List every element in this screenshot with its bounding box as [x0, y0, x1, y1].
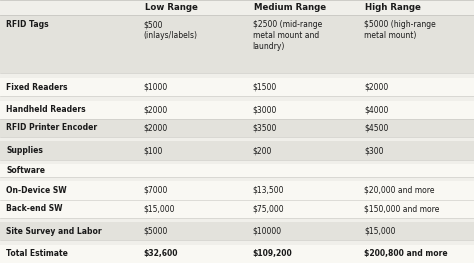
Text: $300: $300: [364, 146, 383, 155]
Text: $15,000: $15,000: [364, 227, 395, 236]
Text: $100: $100: [144, 146, 163, 155]
Text: Software: Software: [6, 166, 45, 175]
Text: RFID Printer Encoder: RFID Printer Encoder: [6, 123, 97, 132]
Text: $2000: $2000: [144, 105, 168, 114]
Bar: [0, 16, 474, 73]
Text: $109,200: $109,200: [253, 249, 292, 259]
Text: Supplies: Supplies: [6, 146, 43, 155]
Text: $15,000: $15,000: [144, 204, 175, 213]
Text: Handheld Readers: Handheld Readers: [6, 105, 86, 114]
Bar: [0, 101, 474, 119]
Text: $13,500: $13,500: [253, 186, 284, 195]
Text: $500
(inlays/labels): $500 (inlays/labels): [144, 20, 198, 40]
Text: $3500: $3500: [253, 123, 277, 132]
Text: High Range: High Range: [365, 3, 421, 12]
Text: $7000: $7000: [144, 186, 168, 195]
Bar: [0, 96, 474, 101]
Text: Site Survey and Labor: Site Survey and Labor: [6, 227, 102, 236]
Text: $2000: $2000: [144, 123, 168, 132]
Text: $4500: $4500: [364, 123, 388, 132]
Text: $5000 (high-range
metal mount): $5000 (high-range metal mount): [364, 20, 436, 40]
Text: $2500 (mid-range
metal mount and
laundry): $2500 (mid-range metal mount and laundry…: [253, 20, 322, 51]
Text: $75,000: $75,000: [253, 204, 284, 213]
Bar: [0, 141, 474, 160]
Bar: [0, 245, 474, 263]
Text: $10000: $10000: [253, 227, 282, 236]
Bar: [0, 218, 474, 222]
Text: Fixed Readers: Fixed Readers: [6, 83, 68, 92]
Text: $200,800 and more: $200,800 and more: [364, 249, 447, 259]
Text: $1500: $1500: [253, 83, 277, 92]
Bar: [0, 177, 474, 181]
Text: $2000: $2000: [364, 83, 388, 92]
Bar: [0, 222, 474, 240]
Text: $3000: $3000: [253, 105, 277, 114]
Bar: [0, 0, 474, 16]
Text: $150,000 and more: $150,000 and more: [364, 204, 439, 213]
Text: $1000: $1000: [144, 83, 168, 92]
Bar: [0, 78, 474, 96]
Bar: [0, 240, 474, 245]
Bar: [0, 160, 474, 164]
Text: On-Device SW: On-Device SW: [6, 186, 67, 195]
Bar: [0, 137, 474, 141]
Text: $20,000 and more: $20,000 and more: [364, 186, 435, 195]
Bar: [0, 119, 474, 137]
Text: $32,600: $32,600: [144, 249, 178, 259]
Text: $5000: $5000: [144, 227, 168, 236]
Bar: [0, 181, 474, 200]
Text: Back-end SW: Back-end SW: [6, 204, 63, 213]
Bar: [0, 200, 474, 218]
Bar: [0, 164, 474, 177]
Text: Low Range: Low Range: [145, 3, 198, 12]
Bar: [0, 73, 474, 78]
Text: $200: $200: [253, 146, 272, 155]
Text: RFID Tags: RFID Tags: [6, 20, 49, 29]
Text: Medium Range: Medium Range: [254, 3, 326, 12]
Text: $4000: $4000: [364, 105, 388, 114]
Text: Total Estimate: Total Estimate: [6, 249, 68, 259]
